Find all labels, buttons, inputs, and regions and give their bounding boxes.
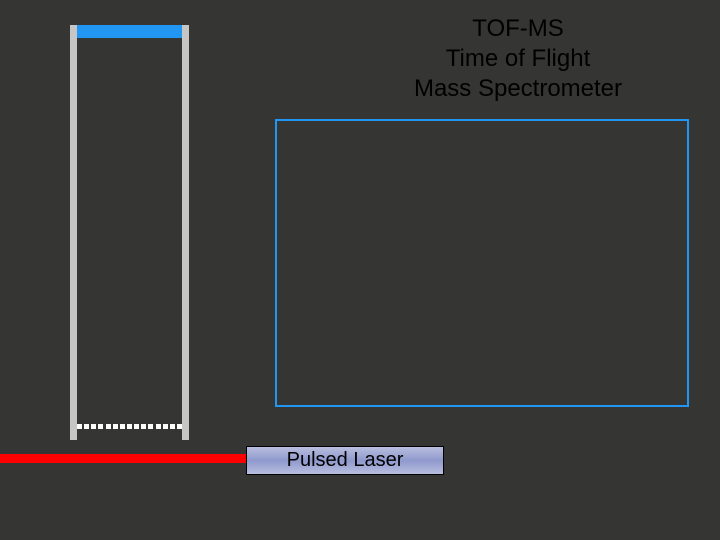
diagram-title: TOF-MS Time of Flight Mass Spectrometer xyxy=(388,14,648,104)
pulsed-laser-label-text: Pulsed Laser xyxy=(287,449,404,472)
flight-tube-left-wall xyxy=(70,25,77,440)
pulsed-laser-label-box: Pulsed Laser xyxy=(246,446,444,475)
laser-beam xyxy=(0,454,246,463)
flight-tube-detector-cap xyxy=(77,25,182,38)
title-line: Mass Spectrometer xyxy=(388,74,648,104)
flight-tube-sample-plate xyxy=(77,424,182,429)
title-line: Time of Flight xyxy=(388,44,648,74)
spectrum-display-box xyxy=(275,119,689,407)
flight-tube-right-wall xyxy=(182,25,189,440)
title-line: TOF-MS xyxy=(388,14,648,44)
